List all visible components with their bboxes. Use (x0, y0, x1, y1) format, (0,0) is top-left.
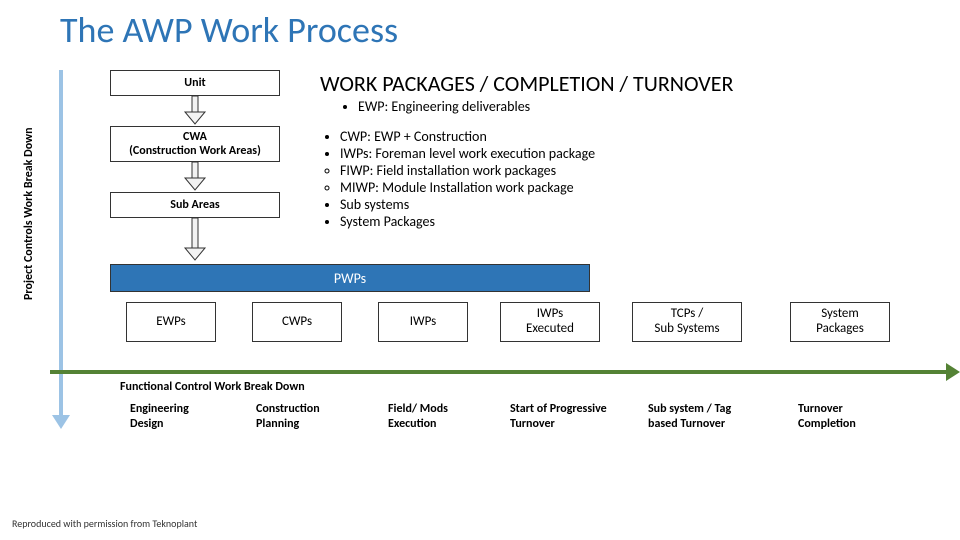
flow-box-unit: Unit (110, 70, 280, 96)
flow-box-label: Unit (184, 76, 205, 90)
footer-credit: Reproduced with permission from Teknopla… (12, 517, 197, 530)
phase-label: Start of ProgressiveTurnover (510, 402, 607, 432)
phase-label: Field/ ModsExecution (388, 402, 448, 432)
horizontal-axis-line (50, 370, 950, 374)
vertical-axis-arrow-icon (52, 415, 70, 429)
horizontal-axis-label: Functional Control Work Break Down (120, 380, 305, 394)
package-box: TCPs /Sub Systems (632, 302, 742, 342)
pwps-bar: PWPs (110, 264, 590, 292)
vertical-axis-line (59, 70, 63, 420)
bullet-item: CWP: EWP + Construction (340, 128, 595, 145)
bullet-list: CWP: EWP + Construction IWPs: Foreman le… (340, 128, 595, 230)
flow-box-label: Sub Areas (170, 198, 219, 212)
vertical-axis-label: Project Controls Work Break Down (22, 127, 36, 300)
bullet-item: EWP: Engineering deliverables (358, 98, 530, 115)
flow-box-cwa: CWA(Construction Work Areas) (110, 126, 280, 162)
page-title: The AWP Work Process (60, 8, 398, 52)
phase-label: ConstructionPlanning (256, 402, 320, 432)
bullet-item: Sub systems (340, 196, 595, 213)
package-box: SystemPackages (790, 302, 890, 342)
horizontal-axis-arrow-icon (946, 363, 960, 381)
bullet-ewp: EWP: Engineering deliverables (340, 98, 530, 115)
down-arrow-icon (183, 96, 207, 126)
phase-label: Sub system / Tagbased Turnover (648, 402, 731, 432)
phase-label: EngineeringDesign (130, 402, 189, 432)
bullet-item-label: IWPs: Foreman level work execution packa… (340, 145, 595, 162)
flow-box-label: CWA(Construction Work Areas) (129, 130, 261, 159)
bullet-subitem: MIWP: Module Installation work package (340, 179, 595, 196)
package-box: IWPs (378, 302, 468, 342)
phase-label: TurnoverCompletion (798, 402, 856, 432)
bullet-item: System Packages (340, 213, 595, 230)
down-arrow-icon (183, 162, 207, 192)
subtitle: WORK PACKAGES / COMPLETION / TURNOVER (320, 70, 733, 97)
package-box: EWPs (126, 302, 216, 342)
bullet-item: IWPs: Foreman level work execution packa… (340, 145, 595, 196)
package-box: IWPsExecuted (500, 302, 600, 342)
down-arrow-icon (183, 218, 207, 262)
flow-box-subareas: Sub Areas (110, 192, 280, 218)
package-box: CWPs (252, 302, 342, 342)
pwps-label: PWPs (334, 270, 366, 287)
bullet-subitem: FIWP: Field installation work packages (340, 162, 595, 179)
